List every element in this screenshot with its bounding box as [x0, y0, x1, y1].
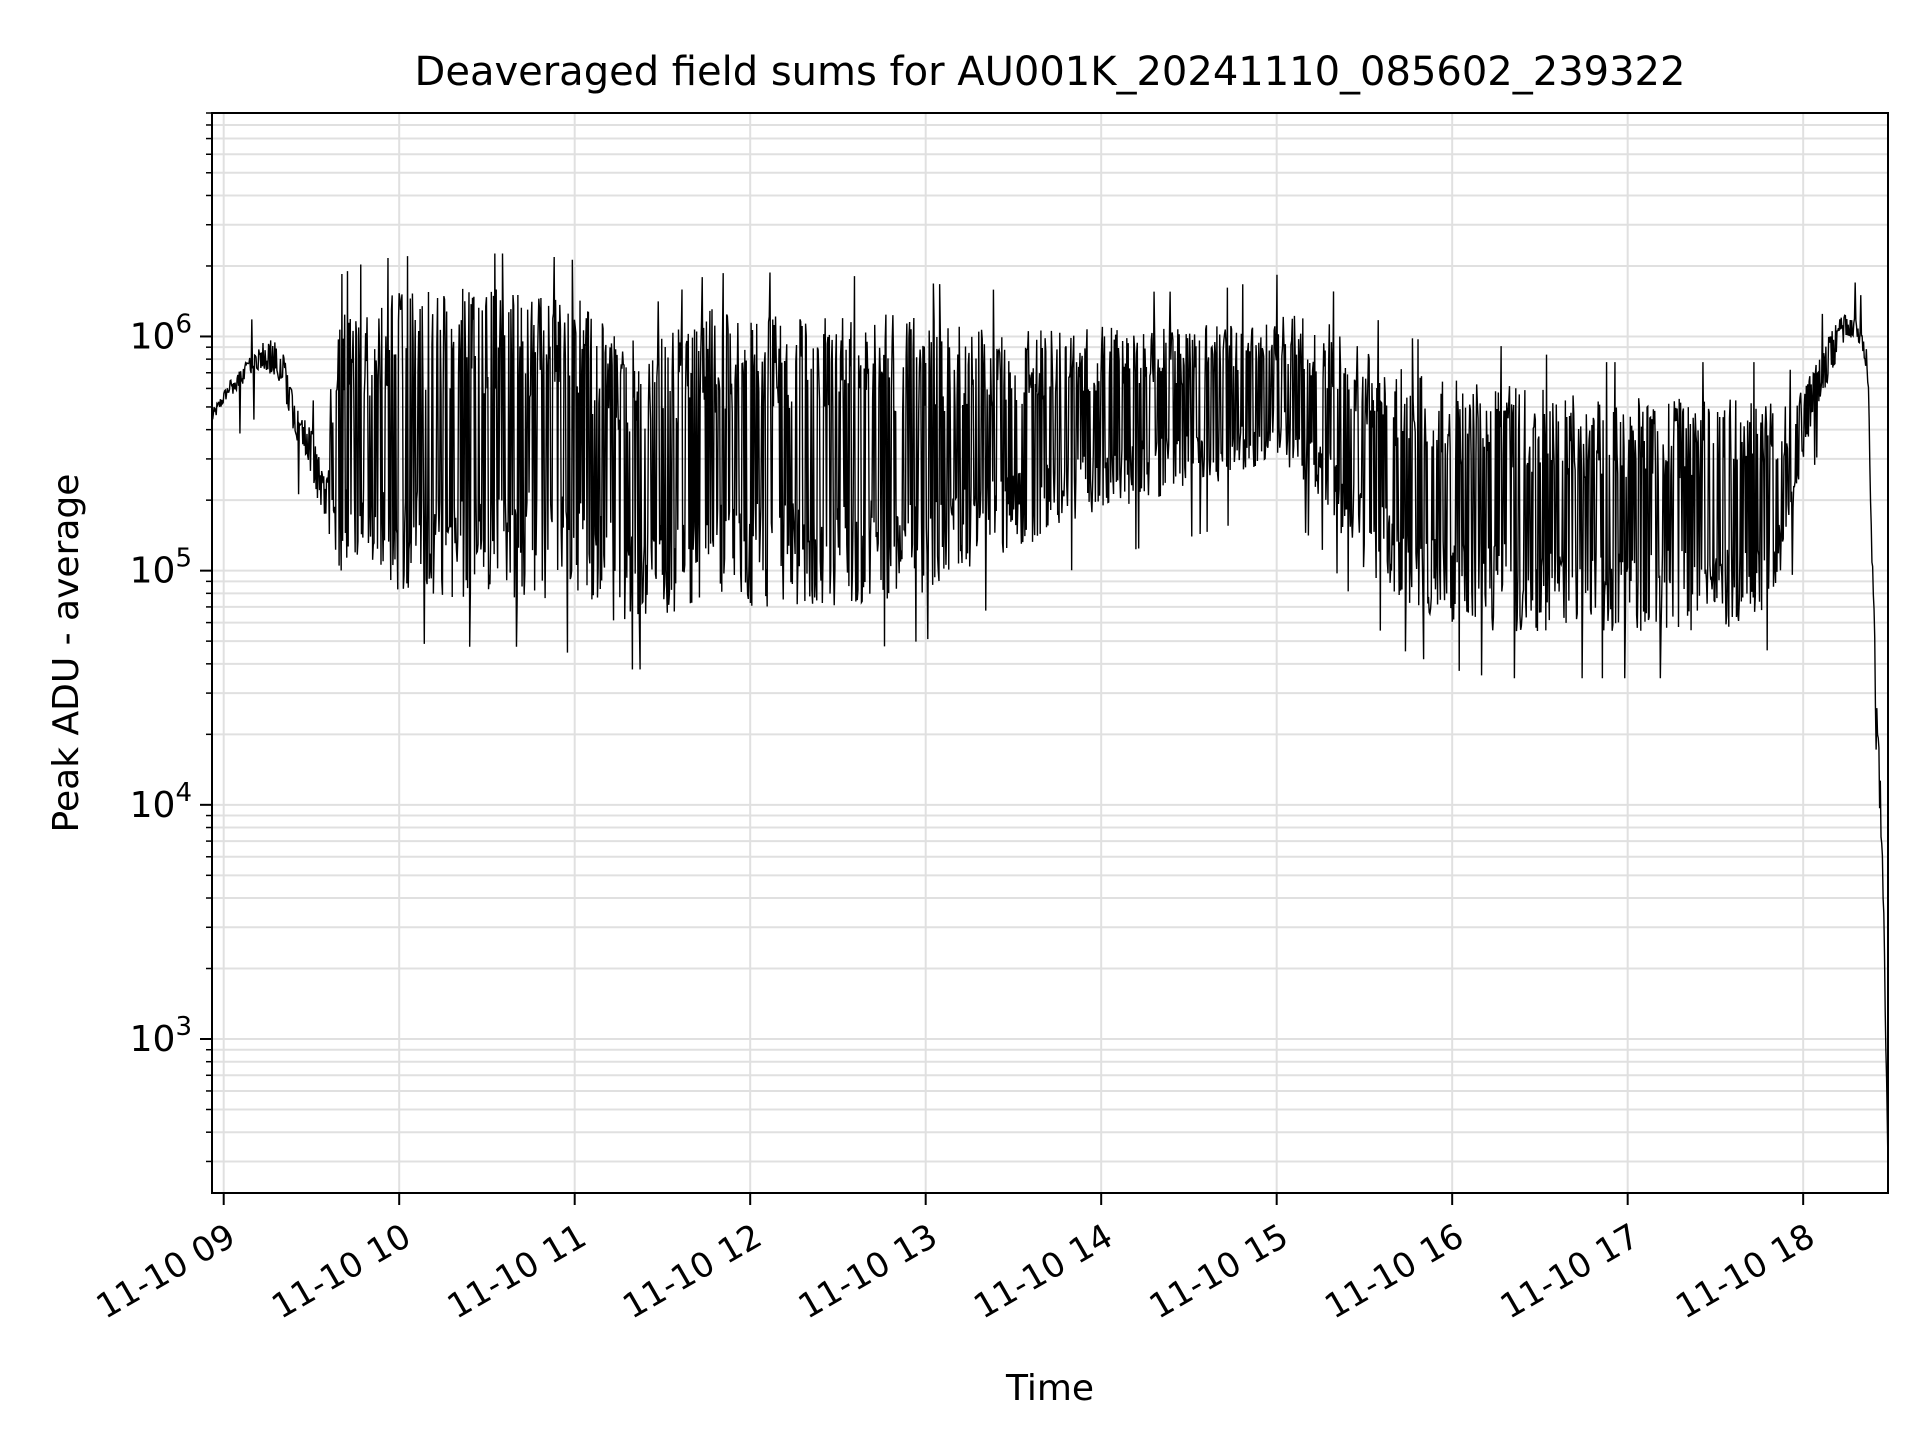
y-tick-label: 104 [130, 778, 192, 826]
grid [212, 112, 1888, 1193]
chart-title: Deaveraged field sums for AU001K_2024111… [415, 49, 1686, 95]
x-axis-label: Time [1005, 1368, 1094, 1409]
y-tick-label: 106 [130, 309, 192, 357]
y-tick-label: 105 [130, 544, 192, 592]
series-line [211, 253, 1889, 1167]
y-axis-label: Peak ADU - average [46, 474, 87, 833]
data-series [211, 253, 1889, 1167]
y-tick-label: 103 [130, 1012, 192, 1060]
plot-frame [211, 112, 1889, 1194]
